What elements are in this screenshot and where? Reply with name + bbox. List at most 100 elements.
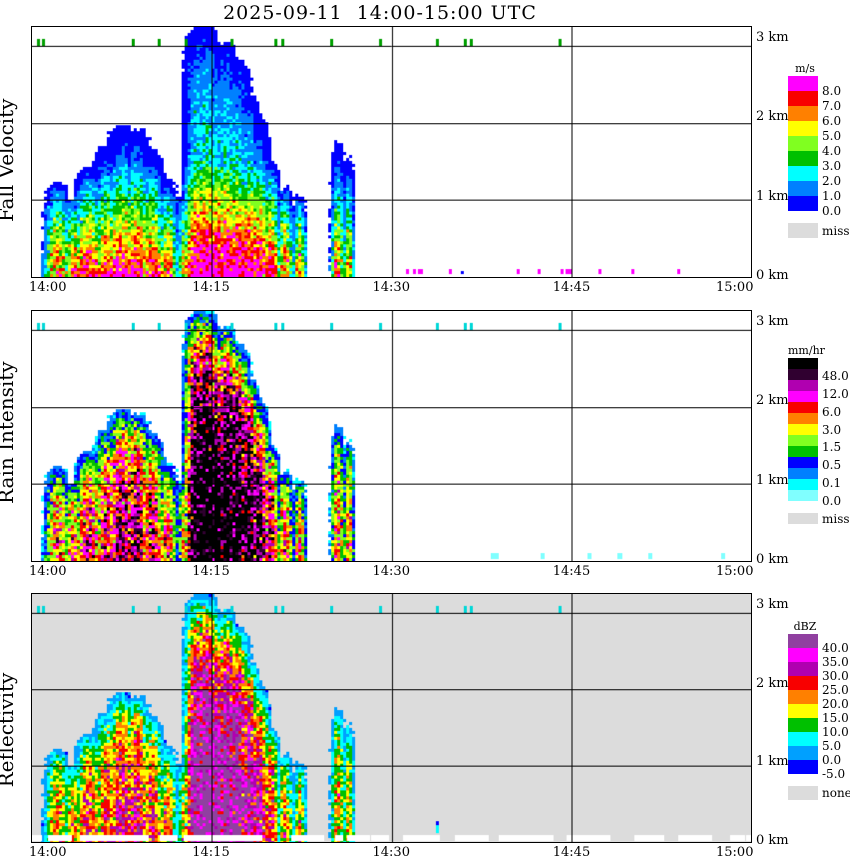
altitude-tick-3km: 3 km bbox=[756, 597, 789, 612]
colorbar-segment bbox=[788, 435, 818, 446]
colorbar-segment bbox=[788, 676, 818, 690]
colorbar-tick-label: 40.0 bbox=[822, 641, 849, 655]
colorbar-tick-label: 0.0 bbox=[822, 204, 842, 218]
colorbar-tick-label: 1.0 bbox=[822, 189, 842, 203]
colorbar-tick-label: 5.0 bbox=[822, 129, 842, 143]
colorbar-segment bbox=[788, 718, 818, 732]
colorbar-tick-label: 10.0 bbox=[822, 725, 849, 739]
colorbar-tick-label: 5.0 bbox=[822, 739, 842, 753]
colorbar-segment bbox=[788, 648, 818, 662]
time-tick-1445: 14:45 bbox=[552, 280, 591, 295]
colorbar-segment bbox=[788, 151, 818, 166]
colorbar-tick-label: 7.0 bbox=[822, 99, 842, 113]
colorbar-tick-label: 12.0 bbox=[822, 386, 849, 401]
colorbar-unit-rain-intensity: mm/hr bbox=[788, 344, 825, 357]
colorbar-segment bbox=[788, 369, 818, 380]
colorbar-tick-label: 3.0 bbox=[822, 422, 842, 437]
colorbar-segment bbox=[788, 196, 818, 211]
colorbar-tick-label: 0.0 bbox=[822, 753, 842, 767]
altitude-tick-0km: 0 km bbox=[756, 833, 789, 848]
colorbar-tick-label: 25.0 bbox=[822, 683, 849, 697]
time-tick-1415: 14:15 bbox=[192, 564, 230, 579]
colorbar-missing-swatch bbox=[788, 223, 818, 238]
page-title: 2025-09-11 14:00-15:00 UTC bbox=[223, 2, 537, 24]
colorbar-unit-fall-velocity: m/s bbox=[795, 62, 815, 75]
colorbar-tick-label: 4.0 bbox=[822, 144, 842, 158]
altitude-tick-3km: 3 km bbox=[756, 314, 789, 329]
time-tick-1400: 14:00 bbox=[29, 280, 67, 295]
colorbar-segment bbox=[788, 380, 818, 391]
colorbar-tick-label: 0.1 bbox=[822, 476, 842, 491]
colorbar-missing-label: none bbox=[822, 786, 850, 800]
colorbar-missing-swatch bbox=[788, 513, 818, 524]
colorbar-segment bbox=[788, 413, 818, 424]
colorbar-segment bbox=[788, 746, 818, 760]
colorbar-segment bbox=[788, 446, 818, 457]
panel-fall-velocity bbox=[31, 26, 752, 278]
colorbar-tick-label: -5.0 bbox=[822, 767, 846, 781]
colorbar-segment bbox=[788, 402, 818, 413]
time-tick-1400: 14:00 bbox=[29, 845, 67, 860]
altitude-tick-0km: 0 km bbox=[756, 268, 789, 283]
colorbar-segment bbox=[788, 166, 818, 181]
colorbar-segment bbox=[788, 106, 818, 121]
colorbar-segment bbox=[788, 634, 818, 648]
colorbar-rain-intensity: mm/hr 48.0 12.0 6.0 3.0 1.5 0.5 0.1 0.0 miss bbox=[786, 344, 850, 526]
colorbar-tick-label: 8.0 bbox=[822, 84, 842, 98]
axis-label-reflectivity: Reflectivity bbox=[0, 672, 18, 788]
altitude-tick-3km: 3 km bbox=[756, 30, 789, 45]
colorbar-segment bbox=[788, 358, 818, 369]
colorbar-missing-label: miss bbox=[822, 223, 850, 238]
time-tick-1500: 15:00 bbox=[716, 280, 754, 295]
colorbar-segment bbox=[788, 457, 818, 468]
colorbar-tick-label: 15.0 bbox=[822, 711, 849, 725]
colorbar-segment bbox=[788, 490, 818, 501]
colorbar-segment bbox=[788, 479, 818, 490]
colorbar-tick-label: 6.0 bbox=[822, 114, 842, 128]
colorbar-strip-fall-velocity bbox=[788, 76, 818, 211]
altitude-tick-2km: 2 km bbox=[756, 393, 789, 409]
colorbar-unit-reflectivity: dBZ bbox=[793, 620, 817, 633]
time-tick-1430: 14:30 bbox=[372, 845, 410, 860]
colorbar-segment bbox=[788, 760, 818, 774]
time-tick-1430: 14:30 bbox=[372, 280, 410, 295]
altitude-tick-1km: 1 km bbox=[756, 754, 789, 770]
time-tick-1445: 14:45 bbox=[552, 845, 591, 860]
colorbar-segment bbox=[788, 121, 818, 136]
colorbar-missing-label: miss bbox=[822, 511, 850, 526]
colorbar-fall-velocity: m/s 8.0 7.0 6.0 5.0 4.0 3.0 2.0 1.0 0.0 miss bbox=[786, 62, 850, 238]
colorbar-tick-label: 35.0 bbox=[822, 655, 849, 669]
colorbar-strip-rain-intensity bbox=[788, 358, 818, 501]
time-tick-1430: 14:30 bbox=[372, 564, 410, 579]
colorbar-tick-label: 6.0 bbox=[822, 404, 842, 419]
colorbar-missing-swatch bbox=[788, 786, 818, 800]
panel-rain-intensity bbox=[31, 310, 752, 562]
colorbar-segment bbox=[788, 181, 818, 196]
altitude-tick-1km: 1 km bbox=[756, 472, 789, 488]
colorbar-tick-label: 20.0 bbox=[822, 697, 849, 711]
colorbar-tick-label: 30.0 bbox=[822, 669, 849, 683]
altitude-tick-0km: 0 km bbox=[756, 552, 789, 567]
colorbar-segment bbox=[788, 76, 818, 91]
colorbar-segment bbox=[788, 468, 818, 479]
colorbar-segment bbox=[788, 424, 818, 435]
time-tick-1500: 15:00 bbox=[716, 564, 754, 579]
colorbar-tick-label: 0.0 bbox=[822, 494, 842, 508]
colorbar-segment bbox=[788, 732, 818, 746]
rain-intensity-plot bbox=[32, 311, 751, 561]
colorbar-segment bbox=[788, 704, 818, 718]
altitude-tick-2km: 2 km bbox=[756, 109, 789, 125]
time-tick-1445: 14:45 bbox=[552, 564, 591, 579]
time-tick-1415: 14:15 bbox=[192, 280, 230, 295]
colorbar-segment bbox=[788, 662, 818, 676]
colorbar-tick-label: 48.0 bbox=[822, 368, 849, 383]
time-tick-1415: 14:15 bbox=[192, 845, 230, 860]
colorbar-tick-label: 0.5 bbox=[822, 458, 842, 473]
colorbar-segment bbox=[788, 391, 818, 402]
axis-label-rain-intensity: Rain Intensity bbox=[0, 361, 18, 504]
colorbar-tick-label: 3.0 bbox=[822, 159, 842, 173]
colorbar-segment bbox=[788, 690, 818, 704]
colorbar-segment bbox=[788, 136, 818, 151]
colorbar-tick-label: 1.5 bbox=[822, 440, 842, 455]
panel-reflectivity bbox=[31, 593, 752, 843]
